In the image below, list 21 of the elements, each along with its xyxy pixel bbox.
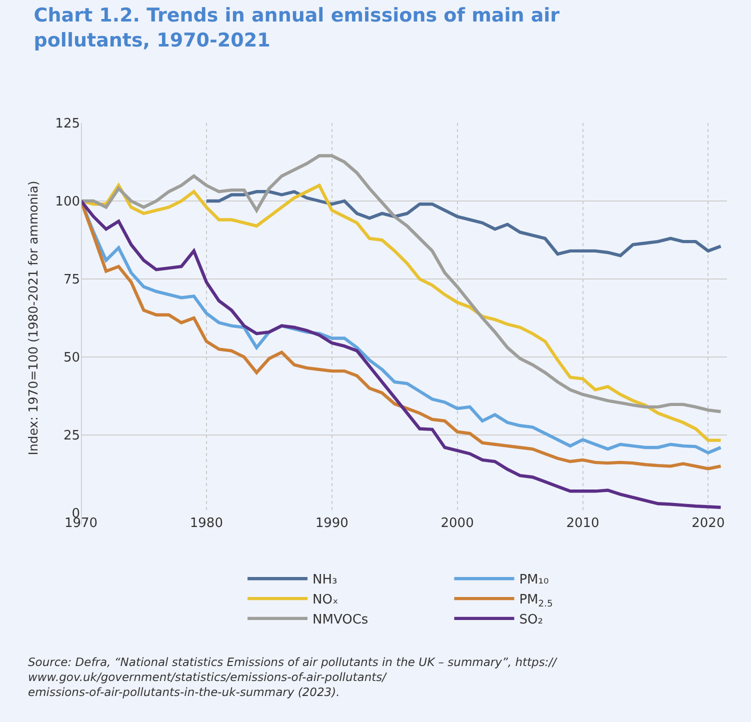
legend-label: PM$_{2.5}$ xyxy=(519,592,553,610)
legend-label: SO₂ xyxy=(519,612,543,628)
legend-label: PM₁₀ xyxy=(519,572,549,588)
line-series xyxy=(81,154,722,414)
line-series xyxy=(204,190,722,258)
source-note: Source: Defra, “National statistics Emissions of air pollutants in the UK – summary”, https://www.gov.uk/government/statistics/emissions-of-air-pollutants/emissions-of-air-pollutants-in-the-uk-summary (2023). xyxy=(28,655,558,699)
legend-label: NMVOCs xyxy=(312,612,368,628)
y-tick-label: 75 xyxy=(63,272,80,288)
y-tick-label: 50 xyxy=(63,350,80,366)
x-tick-label: 1990 xyxy=(315,516,348,531)
y-axis-title: Index: 1970=100 (1980-2021 for ammonia) xyxy=(25,180,40,456)
legend-label: NOₓ xyxy=(312,592,338,608)
y-tick-label: 25 xyxy=(63,428,80,444)
legend-label: NH₃ xyxy=(312,572,338,588)
y-tick-label: 100 xyxy=(55,194,80,210)
y-tick-label: 125 xyxy=(55,116,80,132)
x-tick-label: 2000 xyxy=(440,516,474,531)
x-tick-label: 1980 xyxy=(190,516,223,531)
x-tick-label: 2020 xyxy=(692,516,725,531)
x-tick-label: 2010 xyxy=(566,516,600,531)
chart-title: Chart 1.2. Trends in annual emissions of main air pollutants, 1970-2021 xyxy=(34,4,560,52)
